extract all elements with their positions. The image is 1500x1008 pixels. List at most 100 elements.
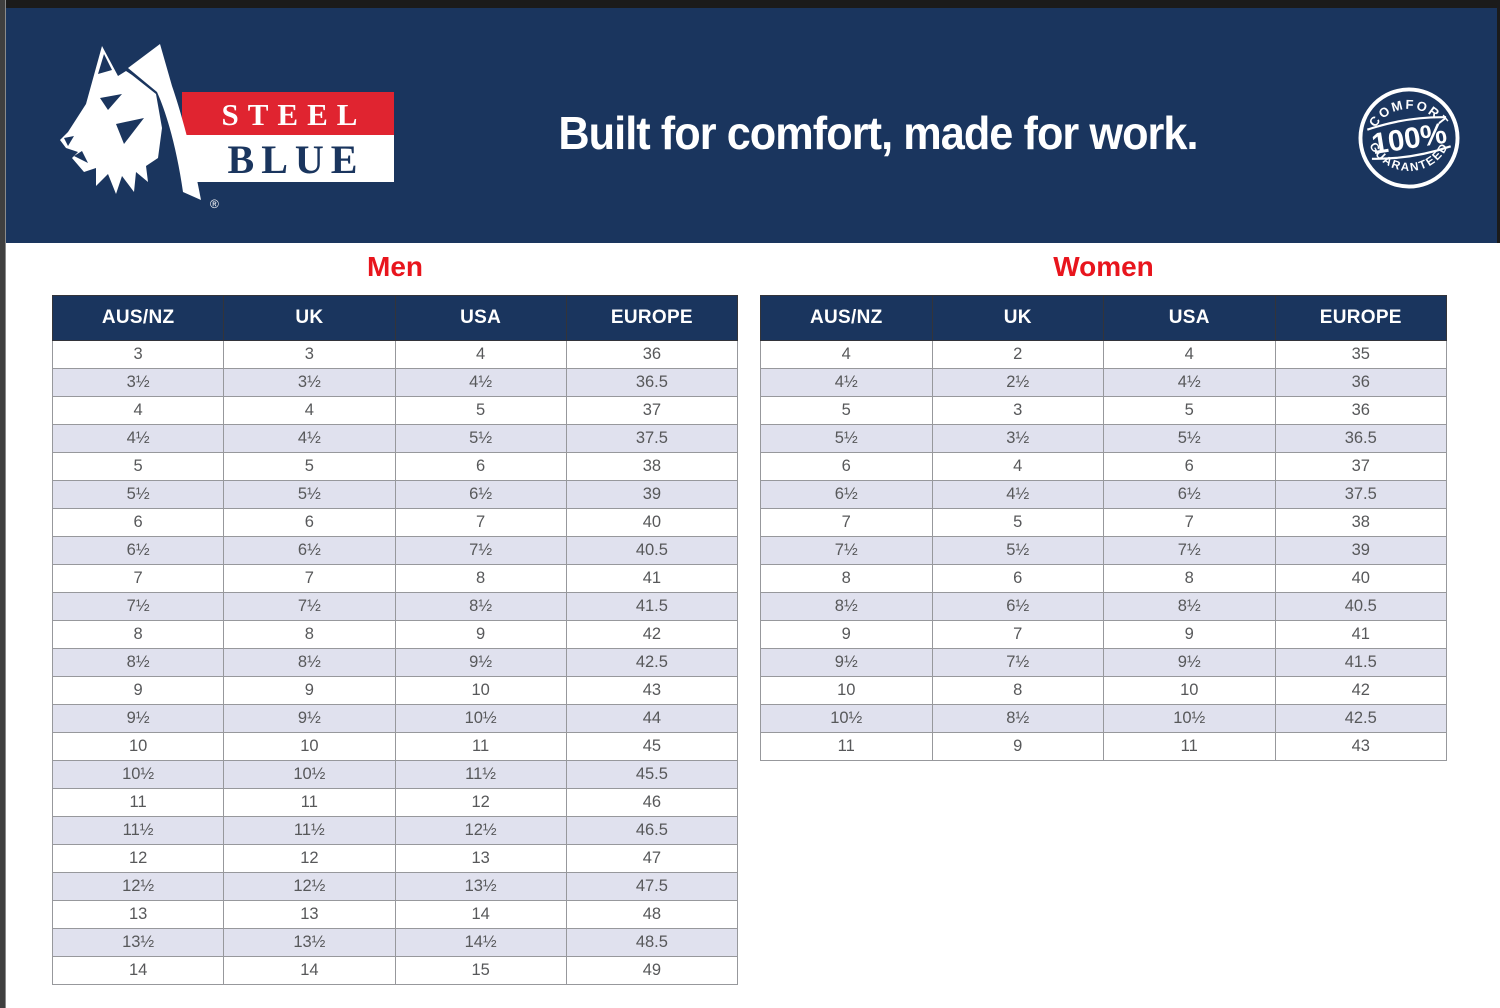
size-cell: 4½ [51,424,225,453]
right-frame-edge [1497,0,1500,243]
logo-steel-box [182,92,394,135]
column-header: USA [1103,295,1276,341]
size-cell: 6 [931,564,1104,593]
size-cell: 4½ [1103,368,1276,397]
size-cell: 47.5 [565,872,739,901]
table-row: 5½ 3½ 5½ 36.5 [760,424,1447,453]
table-row: 6 4 6 37 [760,452,1447,481]
size-cell: 12 [223,844,396,873]
size-cell: 42.5 [565,648,739,677]
size-cell: 37 [565,396,739,425]
size-cell: 4 [760,340,933,369]
size-cell: 43 [565,676,739,705]
size-cell: 4 [394,340,567,369]
size-cell: 8½ [51,648,225,677]
table-row: 8 8 9 42 [51,620,739,649]
size-cell: 7 [1103,508,1276,537]
size-cell: 13 [394,844,567,873]
size-cell: 2 [931,340,1104,369]
size-cell: 4 [931,452,1104,481]
size-cell: 6½ [394,480,567,509]
size-cell: 49 [565,956,739,985]
size-cell: 10½ [760,704,933,733]
size-cell: 14 [394,900,567,929]
size-cell: 13½ [51,928,225,957]
size-cell: 8 [931,676,1104,705]
size-cell: 35 [1274,340,1447,369]
size-cell: 3½ [51,368,225,397]
size-cell: 3 [931,396,1104,425]
table-row: 10 10 11 45 [51,732,739,761]
size-cell: 37.5 [1274,480,1447,509]
size-cell: 6½ [51,536,225,565]
size-cell: 8 [394,564,567,593]
size-cell: 9½ [1103,648,1276,677]
size-cell: 7½ [51,592,225,621]
size-cell: 12½ [223,872,396,901]
size-cell: 40 [565,508,739,537]
women-section-title: Women [1053,251,1154,282]
size-cell: 14 [223,956,396,985]
size-cell: 42.5 [1274,704,1447,733]
size-cell: 9½ [223,704,396,733]
size-cell: 6 [223,508,396,537]
size-cell: 13½ [223,928,396,957]
size-cell: 15 [394,956,567,985]
size-cell: 40 [1274,564,1447,593]
banner-tagline: Built for comfort, made for work. [558,107,1198,159]
table-row: 4½ 4½ 5½ 37.5 [51,424,739,453]
size-cell: 5 [223,452,396,481]
table-row: 6 6 7 40 [51,508,739,537]
size-cell: 4 [51,396,225,425]
women-size-table: AUS/NZ UK USA EUROPE 4 2 4 35 4½ 2½ 4½ 36 5 3 5 36 5½ 3½… [760,295,1447,761]
table-row: 3½ 3½ 4½ 36.5 [51,368,739,397]
size-cell: 10 [51,732,225,761]
size-cell: 6½ [760,480,933,509]
size-cell: 5 [931,508,1104,537]
size-cell: 8½ [931,704,1104,733]
size-cell: 5½ [1103,424,1276,453]
wolf-head-icon [60,44,201,200]
table-row: 7 7 8 41 [51,564,739,593]
size-cell: 36 [1274,396,1447,425]
size-cell: 40.5 [1274,592,1447,621]
table-row: 11½ 11½ 12½ 46.5 [51,816,739,845]
size-cell: 12½ [51,872,225,901]
size-cell: 41.5 [1274,648,1447,677]
size-cell: 4½ [223,424,396,453]
table-row: 6½ 4½ 6½ 37.5 [760,480,1447,509]
size-cell: 7½ [931,648,1104,677]
size-cell: 42 [1274,676,1447,705]
size-cell: 11½ [223,816,396,845]
size-cell: 4 [1103,340,1276,369]
size-cell: 7½ [394,536,567,565]
table-row: 12½ 12½ 13½ 47.5 [51,872,739,901]
table-row: 5½ 5½ 6½ 39 [51,480,739,509]
size-cell: 8 [223,620,396,649]
size-cell: 36.5 [565,368,739,397]
size-cell: 45 [565,732,739,761]
size-cell: 11 [51,788,225,817]
size-cell: 10 [223,732,396,761]
column-header: AUS/NZ [760,295,933,341]
table-row: 11 11 12 46 [51,788,739,817]
size-cell: 36 [565,340,739,369]
size-cell: 12½ [394,816,567,845]
table-row: 3 3 4 36 [51,340,739,369]
size-cell: 3½ [931,424,1104,453]
size-cell: 13½ [394,872,567,901]
brand-banner: STEEL BLUE ® Built f [5,8,1500,243]
size-cell: 36.5 [1274,424,1447,453]
logo-blue-box [182,135,394,182]
men-table-header: AUS/NZ UK USA EUROPE [51,295,739,341]
table-row: 7½ 7½ 8½ 41.5 [51,592,739,621]
size-cell: 5½ [760,424,933,453]
size-cell: 10½ [394,704,567,733]
size-cell: 5½ [51,480,225,509]
size-cell: 7½ [1103,536,1276,565]
size-cell: 4½ [931,480,1104,509]
size-cell: 7½ [760,536,933,565]
size-cell: 6 [760,452,933,481]
size-cell: 14 [51,956,225,985]
